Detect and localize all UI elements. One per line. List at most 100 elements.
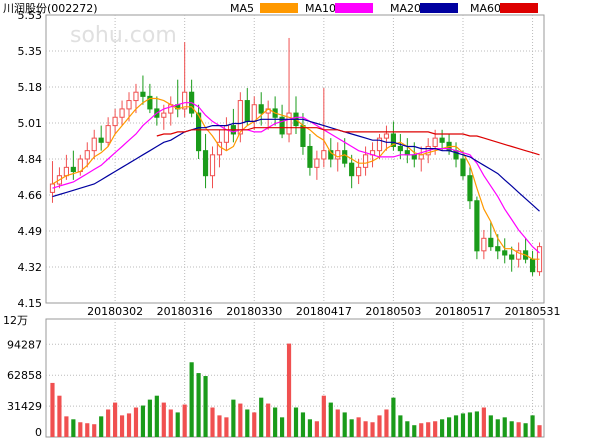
volume-bar: [328, 402, 333, 437]
volume-bar: [99, 416, 104, 437]
candle-down: [439, 137, 445, 143]
volume-bar: [106, 409, 111, 437]
candle-up: [335, 150, 341, 160]
candle-down: [307, 145, 313, 168]
candle-down: [98, 137, 104, 143]
volume-bar: [161, 402, 166, 437]
volume-bar: [113, 402, 118, 437]
volume-bar: [259, 397, 264, 437]
legend-swatch-ma5: [260, 3, 298, 13]
candle-down: [328, 150, 334, 160]
volume-bar: [474, 411, 479, 437]
candle-down: [140, 91, 146, 97]
date-tick-label: 20180417: [296, 305, 352, 318]
volume-bar: [140, 405, 146, 437]
volume-bar: [488, 415, 493, 437]
candle-down: [529, 258, 536, 273]
price-tick-label: 4.32: [18, 261, 43, 274]
candle-down: [474, 200, 480, 252]
candle-down: [147, 95, 153, 110]
candle-up: [126, 100, 132, 110]
candle-down: [397, 145, 403, 152]
volume-bar: [446, 417, 452, 437]
volume-bar: [154, 395, 159, 437]
price-tick-label: 4.15: [18, 297, 43, 310]
ma10-line: [52, 102, 540, 254]
volume-bar: [133, 407, 139, 437]
volume-bar: [78, 422, 83, 437]
price-tick-label: 4.84: [18, 153, 43, 166]
legend-swatch-ma60: [500, 3, 538, 13]
volume-bar: [196, 373, 201, 437]
candle-up: [119, 108, 125, 118]
candle-down: [502, 250, 508, 256]
volume-bar: [217, 415, 222, 437]
ma20-line: [52, 118, 540, 212]
volume-bar: [433, 421, 438, 437]
price-tick-label: 4.49: [18, 225, 43, 238]
candle-up: [223, 125, 230, 143]
volume-bar: [126, 413, 132, 437]
volume-bar: [377, 415, 382, 437]
volume-bar: [57, 395, 62, 437]
volume-bar: [419, 423, 424, 437]
candle-down: [300, 125, 306, 147]
legend-label-ma10: MA10: [305, 2, 336, 15]
volume-bar: [266, 403, 271, 437]
candle-up: [237, 100, 243, 135]
candle-up: [286, 112, 292, 135]
candle-up: [418, 154, 424, 160]
volume-bar: [530, 415, 535, 437]
candle-up: [432, 137, 438, 147]
candle-up: [216, 141, 223, 156]
legend: MA5 MA10 MA20 MA60: [230, 2, 538, 15]
candle-down: [390, 133, 396, 147]
volume-bar: [273, 407, 278, 437]
candle-up: [356, 166, 362, 177]
date-tick-label: 20180531: [505, 305, 561, 318]
candle-down: [279, 116, 285, 135]
volume-tick-label: 62858: [7, 369, 42, 382]
volume-bar: [189, 362, 194, 437]
volume-bar: [307, 419, 313, 437]
candle-down: [509, 254, 515, 260]
candle-up: [383, 133, 390, 139]
candle-down: [196, 112, 202, 152]
legend-label-ma5: MA5: [230, 2, 254, 15]
candle-down: [244, 100, 250, 122]
candle-up: [133, 91, 139, 102]
volume-bar: [467, 412, 473, 437]
volume-bar: [321, 395, 326, 437]
volume-bar: [426, 422, 431, 437]
volume-bar: [119, 415, 125, 437]
candle-down: [342, 150, 348, 164]
volume-bar: [460, 413, 466, 437]
candle-up: [362, 154, 369, 168]
candle-down: [258, 104, 264, 114]
candle-up: [376, 137, 383, 152]
volume-unit-label: 12万: [3, 314, 28, 327]
date-tick-label: 20180503: [365, 305, 421, 318]
volume-bar: [300, 412, 306, 437]
volume-bar: [356, 417, 361, 437]
candle-up: [91, 137, 97, 152]
volume-tick-label: 94287: [7, 338, 42, 351]
volume-bar: [405, 421, 410, 437]
volume-bar: [453, 415, 459, 437]
candle-up: [251, 104, 257, 122]
volume-bar: [50, 382, 55, 437]
legend-swatch-ma10: [335, 3, 373, 13]
volume-bar: [210, 407, 215, 437]
volume-bar: [537, 425, 542, 437]
price-tick-label: 5.01: [18, 117, 43, 130]
ma60-line: [156, 127, 540, 156]
candle-down: [467, 175, 473, 202]
volume-bar: [370, 422, 375, 437]
volume-bar: [509, 421, 514, 437]
volume-bar: [92, 424, 97, 437]
volume-bar: [314, 421, 319, 437]
candle-up: [105, 125, 111, 143]
volume-bar: [342, 412, 347, 437]
candle-up: [84, 150, 90, 160]
